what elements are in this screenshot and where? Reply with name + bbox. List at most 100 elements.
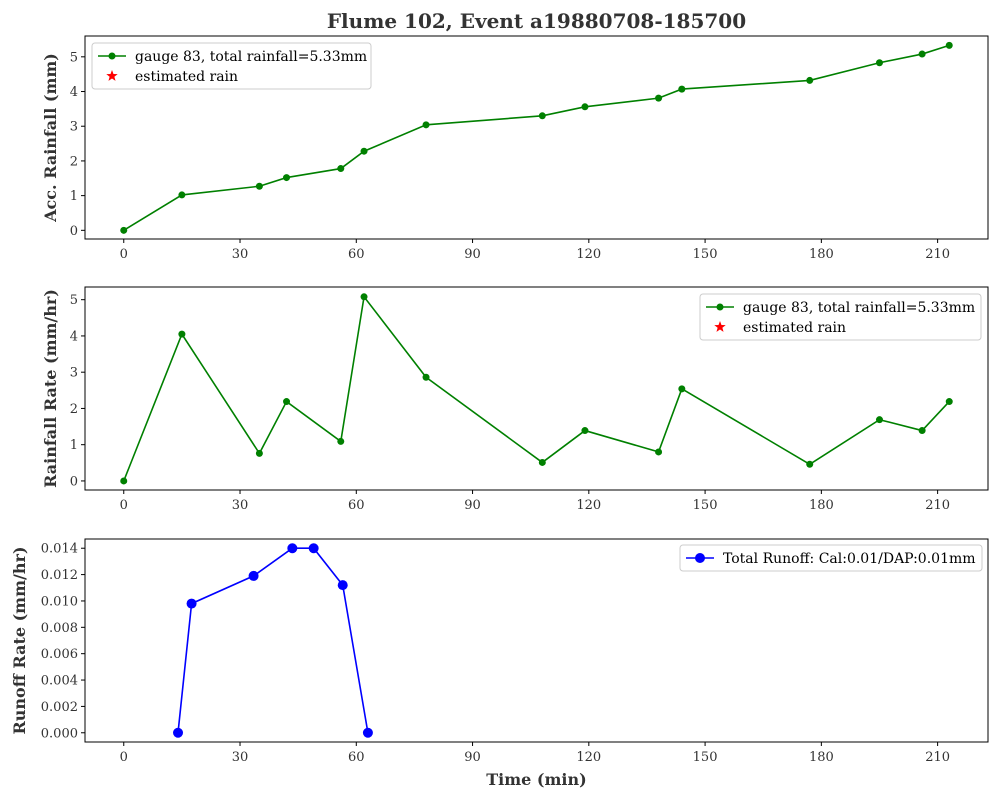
y-axis-label-rate: Rainfall Rate (mm/hr) xyxy=(41,289,60,488)
axes-frame-acc xyxy=(84,35,989,240)
y-tick-label: 5 xyxy=(70,293,78,308)
data-point xyxy=(875,416,883,424)
x-axis-label: Time (min) xyxy=(486,770,586,789)
x-tick-label: 120 xyxy=(576,750,601,765)
data-point xyxy=(945,398,953,406)
x-tick-label: 90 xyxy=(464,498,481,513)
x-tick-label: 180 xyxy=(809,750,834,765)
data-point xyxy=(337,165,345,173)
data-point xyxy=(287,543,298,554)
panel-rate: 0 30 60 90 120 150 180 210 0 1 2 3 4 5 Rainfall Rate (… xyxy=(41,286,989,513)
axes-frame-runoff xyxy=(84,538,989,743)
x-tick-label: 30 xyxy=(232,247,249,262)
data-point xyxy=(581,427,589,435)
data-point xyxy=(308,543,319,554)
series-acc-0 xyxy=(120,41,953,234)
chart-title: Flume 102, Event a19880708-185700 xyxy=(327,9,746,33)
data-point xyxy=(255,449,263,457)
data-point xyxy=(337,580,348,591)
data-point xyxy=(918,427,926,435)
series-line xyxy=(177,547,369,733)
y-tick-label: 1 xyxy=(70,189,78,204)
x-tick-label: 60 xyxy=(348,750,365,765)
data-point xyxy=(422,373,430,381)
y-tick-label: 0.006 xyxy=(41,647,78,662)
y-tick-label: 3 xyxy=(70,366,78,381)
data-point xyxy=(337,437,345,445)
legend-label: estimated rain xyxy=(743,320,846,336)
legend-label: gauge 83, total rainfall=5.33mm xyxy=(743,300,975,316)
x-tick-label: 90 xyxy=(464,247,481,262)
data-point xyxy=(173,727,184,738)
legend-point-marker xyxy=(716,303,724,311)
data-point xyxy=(120,226,128,234)
data-point xyxy=(186,598,197,609)
x-tick-label: 90 xyxy=(464,750,481,765)
x-tick-label: 0 xyxy=(120,750,128,765)
legend-rate: gauge 83, total rainfall=5.33mm estimated… xyxy=(699,293,982,341)
data-point xyxy=(875,59,883,67)
legend-acc: gauge 83, total rainfall=5.33mm estimated… xyxy=(91,42,372,90)
series-runoff-0 xyxy=(173,543,373,738)
data-point xyxy=(178,330,186,338)
x-tick-label: 0 xyxy=(120,247,128,262)
data-point xyxy=(362,727,373,738)
y-tick-label: 0.010 xyxy=(41,594,78,609)
panel-acc: 0 30 60 90 120 150 180 210 0 1 2 3 4 5 Acc. Rainfall (… xyxy=(41,35,989,262)
y-tick-label: 0.000 xyxy=(41,726,78,741)
y-tick-label: 2 xyxy=(70,154,78,169)
data-point xyxy=(360,147,368,155)
data-point xyxy=(283,398,291,406)
panel-runoff: 0 30 60 90 120 150 180 210 0.000 0.002 0.004 0.006 0… xyxy=(10,538,989,765)
series-rate-0 xyxy=(120,293,953,485)
data-point xyxy=(255,182,263,190)
y-tick-label: 0 xyxy=(70,474,78,489)
x-tick-label: 60 xyxy=(348,498,365,513)
y-tick-label: 0 xyxy=(70,224,78,239)
x-tick-label: 150 xyxy=(693,498,718,513)
legend-star-marker xyxy=(106,70,118,81)
data-point xyxy=(678,385,686,393)
data-point xyxy=(538,112,546,120)
data-point xyxy=(655,448,663,456)
y-tick-label: 0.002 xyxy=(41,700,78,715)
x-tick-label: 120 xyxy=(576,498,601,513)
x-tick-label: 210 xyxy=(925,247,950,262)
data-point xyxy=(806,76,814,84)
legend-box xyxy=(679,544,983,572)
x-tick-label: 180 xyxy=(809,247,834,262)
y-tick-label: 4 xyxy=(70,329,78,344)
y-axis-label-runoff: Runoff Rate (mm/hr) xyxy=(10,546,29,734)
data-point xyxy=(283,174,291,182)
legend-label: Total Runoff: Cal:0.01/DAP:0.01mm xyxy=(723,551,976,567)
x-tick-label: 60 xyxy=(348,247,365,262)
x-tick-label: 30 xyxy=(232,498,249,513)
data-point xyxy=(918,50,926,58)
legend-label: estimated rain xyxy=(135,69,238,85)
x-tick-label: 30 xyxy=(232,750,249,765)
data-point xyxy=(678,85,686,93)
y-tick-label: 4 xyxy=(70,85,78,100)
y-tick-label: 1 xyxy=(70,438,78,453)
legend-label: gauge 83, total rainfall=5.33mm xyxy=(135,49,367,65)
data-point xyxy=(120,477,128,485)
x-tick-label: 210 xyxy=(925,498,950,513)
data-point xyxy=(422,121,430,129)
legend-star-marker xyxy=(714,321,726,332)
data-point xyxy=(581,103,589,111)
y-tick-label: 0.012 xyxy=(41,568,78,583)
legend-box xyxy=(91,42,372,90)
data-point xyxy=(538,458,546,466)
x-tick-label: 180 xyxy=(809,498,834,513)
data-point xyxy=(360,293,368,301)
data-point xyxy=(248,570,259,581)
x-tick-label: 0 xyxy=(120,498,128,513)
legend-point-marker xyxy=(695,553,705,563)
legend-box xyxy=(699,293,982,341)
axes-frame-rate xyxy=(84,286,989,491)
x-tick-label: 120 xyxy=(576,247,601,262)
y-tick-label: 5 xyxy=(70,50,78,65)
legend-runoff: Total Runoff: Cal:0.01/DAP:0.01mm xyxy=(679,544,983,572)
